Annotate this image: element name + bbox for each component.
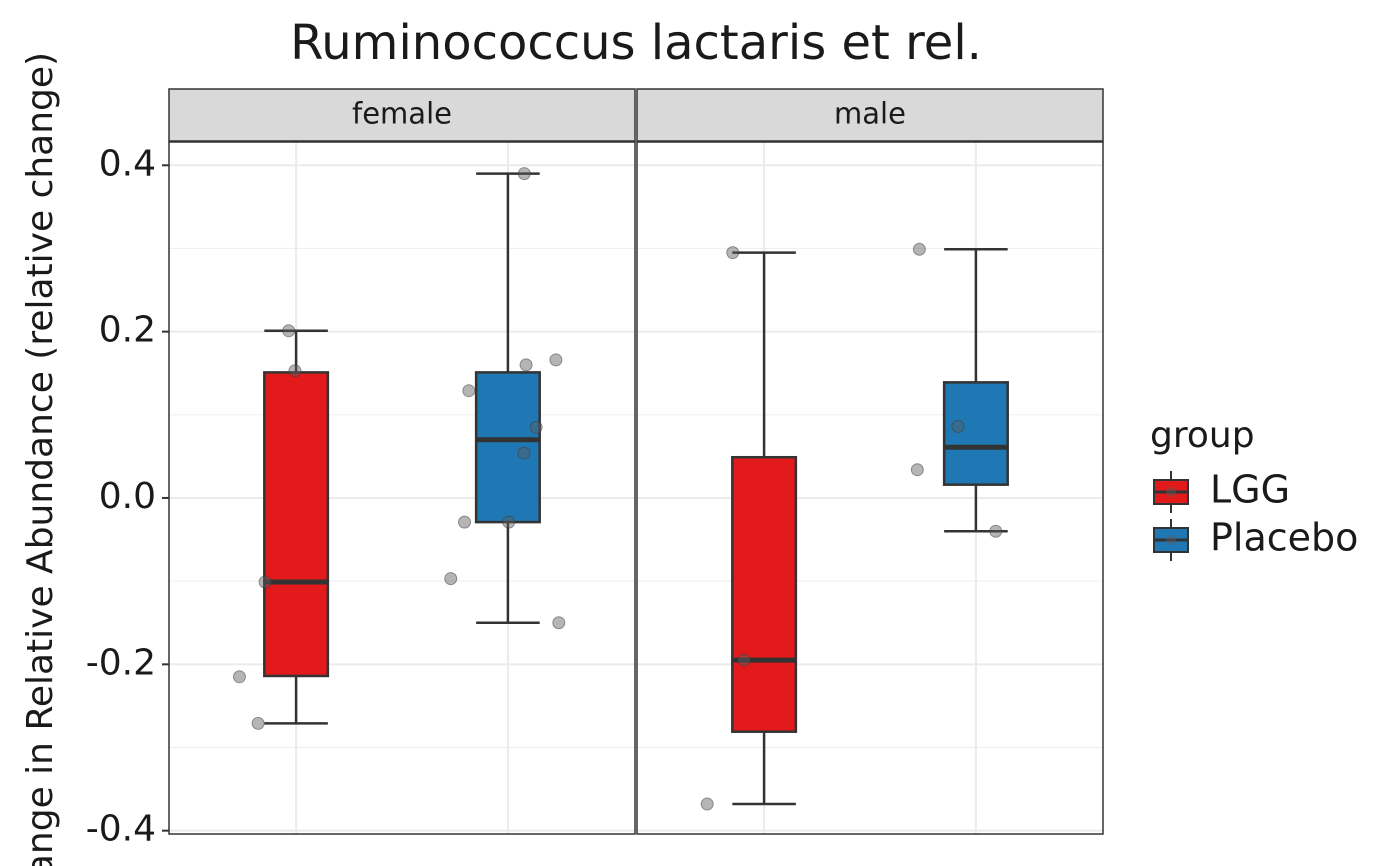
y-tick-label: -0.4 [86,809,156,850]
point [517,167,531,181]
point [458,515,472,529]
legend-key-point [1166,535,1176,545]
point [288,364,302,378]
strip-label: female [352,97,452,131]
panel-border [168,141,636,835]
point [462,384,476,398]
strip-label: male [834,97,906,131]
point [258,575,272,589]
strip [636,88,1104,142]
point [502,515,516,529]
legend-label: Placebo [1210,516,1358,560]
point [517,446,531,460]
strip [168,88,636,142]
panel-background [169,142,635,834]
y-tick-label: 0.4 [99,143,156,184]
y-tick-label: 0.2 [99,310,156,351]
y-axis-label: Change in Relative Abundance (relative c… [20,52,61,866]
point [552,616,566,630]
point [737,653,751,667]
point [726,246,740,260]
panel-border [636,141,1104,835]
point [282,324,296,338]
panel-background [637,142,1103,834]
point [989,524,1003,538]
y-tick-label: 0.0 [99,476,156,517]
point [700,797,714,811]
box [731,455,798,733]
point [232,670,246,684]
box [474,371,541,524]
legend-title: group [1150,415,1255,456]
point [519,358,533,372]
point [549,353,563,367]
point [912,242,926,256]
box [263,371,330,678]
point [951,419,965,433]
point [444,572,458,586]
y-tick-label: -0.2 [86,642,156,683]
chart-title: Ruminococcus lactaris et rel. [290,15,982,71]
point [251,716,265,730]
point [529,420,543,434]
box [942,381,1009,486]
point [910,463,924,477]
legend-label: LGG [1210,468,1290,512]
legend-key-point [1166,487,1176,497]
